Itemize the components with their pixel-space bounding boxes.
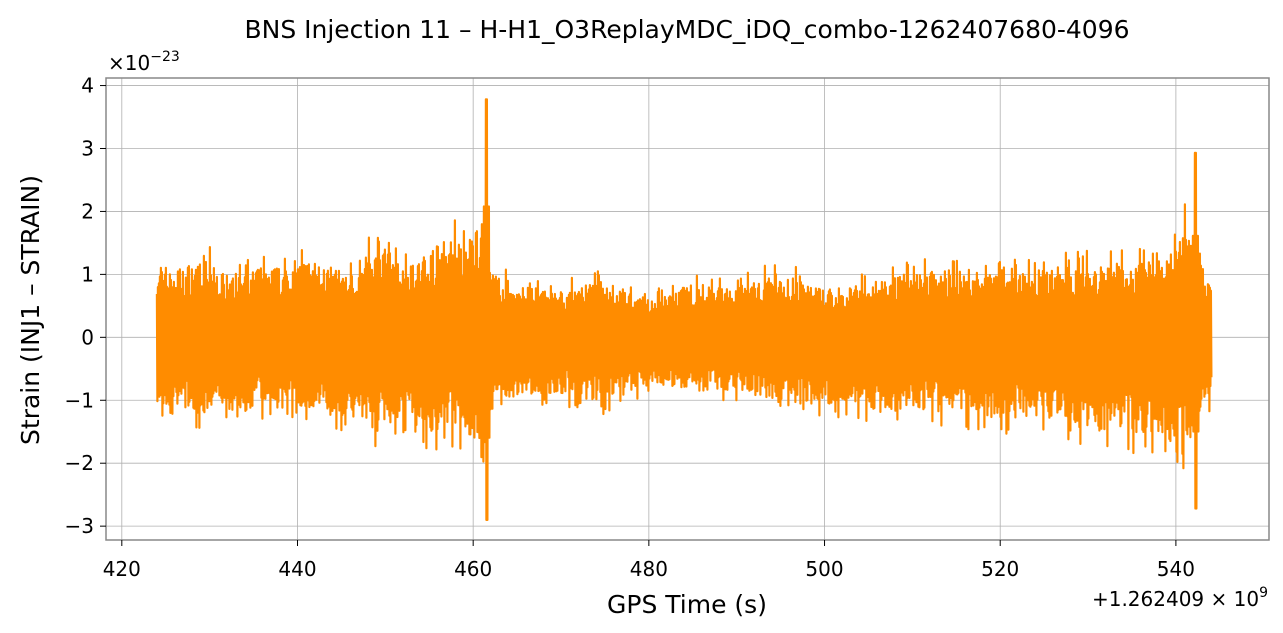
y-tick-label: 2	[81, 199, 94, 223]
chart-title: BNS Injection 11 – H-H1_O3ReplayMDC_iDQ_…	[244, 15, 1129, 44]
x-tick-label: 540	[1157, 557, 1195, 581]
x-tick-label: 460	[454, 557, 492, 581]
plot-frame	[105, 77, 1270, 541]
strain-series-line	[155, 98, 1213, 521]
y-axis-label: Strain (INJ1 – STRAIN)	[16, 175, 45, 445]
x-axis: 420 440 460 480 500 520 540	[103, 540, 1195, 581]
x-offset-label: +1.262409 × 109	[1092, 585, 1268, 611]
y-tick-label: −2	[65, 451, 94, 475]
data-series	[155, 98, 1213, 521]
x-axis-label: GPS Time (s)	[607, 590, 767, 619]
y-tick-label: −1	[65, 388, 94, 412]
y-tick-label: 3	[81, 136, 94, 160]
x-tick-label: 500	[805, 557, 843, 581]
x-tick-label: 440	[278, 557, 316, 581]
y-scale-label: ×10−23	[108, 49, 180, 75]
x-tick-label: 480	[630, 557, 668, 581]
y-tick-label: 4	[81, 74, 94, 98]
x-tick-label: 420	[103, 557, 141, 581]
x-tick-label: 520	[981, 557, 1019, 581]
y-tick-label: −3	[65, 514, 94, 538]
y-tick-label: 1	[81, 262, 94, 286]
y-axis: −3 −2 −1 0 1 2 3 4	[65, 74, 106, 538]
y-tick-label: 0	[81, 325, 94, 349]
